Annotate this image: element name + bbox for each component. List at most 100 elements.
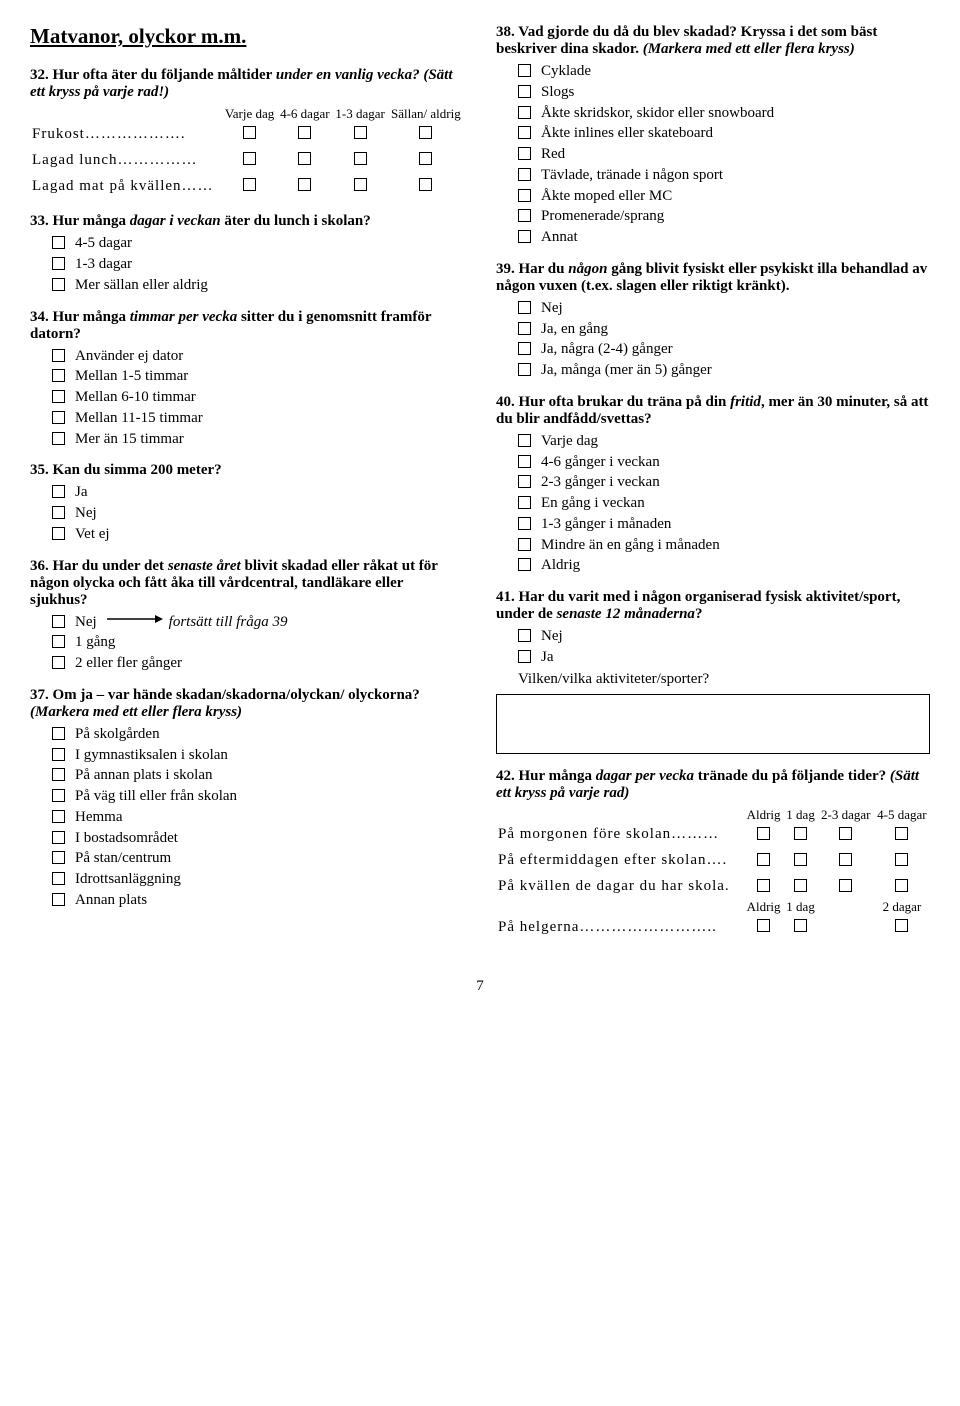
checkbox[interactable] xyxy=(52,727,65,740)
checkbox[interactable] xyxy=(518,168,531,181)
checkbox[interactable] xyxy=(518,538,531,551)
opt-label: Aldrig xyxy=(541,556,580,575)
checkbox[interactable] xyxy=(895,879,908,892)
checkbox[interactable] xyxy=(419,126,432,139)
list-item: På väg till eller från skolan xyxy=(52,787,464,806)
checkbox[interactable] xyxy=(518,496,531,509)
checkbox[interactable] xyxy=(518,209,531,222)
checkbox[interactable] xyxy=(52,390,65,403)
q32-h3: Sällan/ aldrig xyxy=(388,107,464,121)
checkbox[interactable] xyxy=(52,768,65,781)
checkbox[interactable] xyxy=(839,879,852,892)
opt-label: Mer än 15 timmar xyxy=(75,430,184,449)
list-item: I bostadsområdet xyxy=(52,829,464,848)
checkbox[interactable] xyxy=(895,827,908,840)
checkbox[interactable] xyxy=(839,853,852,866)
list-item: Åkte moped eller MC xyxy=(518,187,930,206)
checkbox[interactable] xyxy=(354,178,367,191)
checkbox[interactable] xyxy=(243,178,256,191)
checkbox[interactable] xyxy=(839,827,852,840)
q32-h1: 4-6 dagar xyxy=(277,107,332,121)
checkbox[interactable] xyxy=(419,152,432,165)
checkbox[interactable] xyxy=(757,827,770,840)
checkbox[interactable] xyxy=(518,106,531,119)
checkbox[interactable] xyxy=(518,189,531,202)
checkbox[interactable] xyxy=(895,919,908,932)
checkbox[interactable] xyxy=(794,879,807,892)
opt-label: Mindre än en gång i månaden xyxy=(541,536,720,555)
question-34-text: 34. Hur många timmar per vecka sitter du… xyxy=(30,309,464,343)
checkbox[interactable] xyxy=(518,126,531,139)
checkbox[interactable] xyxy=(243,152,256,165)
q40-opts: Varje dag 4-6 gånger i veckan 2-3 gånger… xyxy=(496,432,930,575)
checkbox[interactable] xyxy=(518,629,531,642)
checkbox[interactable] xyxy=(52,810,65,823)
opt-label: På annan plats i skolan xyxy=(75,766,212,785)
checkbox[interactable] xyxy=(518,650,531,663)
q42-r1: På eftermiddagen efter skolan…. xyxy=(496,848,744,874)
checkbox[interactable] xyxy=(354,126,367,139)
checkbox[interactable] xyxy=(52,278,65,291)
checkbox[interactable] xyxy=(52,893,65,906)
checkbox[interactable] xyxy=(757,879,770,892)
checkbox[interactable] xyxy=(52,527,65,540)
checkbox[interactable] xyxy=(52,349,65,362)
checkbox[interactable] xyxy=(895,853,908,866)
checkbox[interactable] xyxy=(518,230,531,243)
checkbox[interactable] xyxy=(52,851,65,864)
checkbox[interactable] xyxy=(518,517,531,530)
q32-r2: Lagad mat på kvällen…… xyxy=(30,173,222,199)
checkbox[interactable] xyxy=(757,919,770,932)
list-item: Annan plats xyxy=(52,891,464,910)
question-33: 33. Hur många dagar i veckan äter du lun… xyxy=(30,213,464,294)
question-37-text: 37. Om ja – var hände skadan/skadorna/ol… xyxy=(30,687,464,721)
checkbox[interactable] xyxy=(518,64,531,77)
checkbox[interactable] xyxy=(419,178,432,191)
checkbox[interactable] xyxy=(52,635,65,648)
checkbox[interactable] xyxy=(518,434,531,447)
list-item: 1 gång xyxy=(52,633,464,652)
checkbox[interactable] xyxy=(518,147,531,160)
checkbox[interactable] xyxy=(243,126,256,139)
q41-textbox[interactable] xyxy=(496,694,930,754)
checkbox[interactable] xyxy=(52,236,65,249)
q39-num: 39. xyxy=(496,261,515,277)
checkbox[interactable] xyxy=(52,872,65,885)
checkbox[interactable] xyxy=(518,342,531,355)
checkbox[interactable] xyxy=(757,853,770,866)
q35-num: 35. xyxy=(30,462,49,478)
checkbox[interactable] xyxy=(52,257,65,270)
q32-num: 32. xyxy=(30,67,49,83)
list-item: Åkte skridskor, skidor eller snowboard xyxy=(518,104,930,123)
checkbox[interactable] xyxy=(52,789,65,802)
checkbox[interactable] xyxy=(52,506,65,519)
checkbox[interactable] xyxy=(518,455,531,468)
list-item: Varje dag xyxy=(518,432,930,451)
checkbox[interactable] xyxy=(52,615,65,628)
checkbox[interactable] xyxy=(518,558,531,571)
checkbox[interactable] xyxy=(518,475,531,488)
checkbox[interactable] xyxy=(794,853,807,866)
checkbox[interactable] xyxy=(52,369,65,382)
checkbox[interactable] xyxy=(298,178,311,191)
list-item: Använder ej dator xyxy=(52,347,464,366)
checkbox[interactable] xyxy=(52,411,65,424)
checkbox[interactable] xyxy=(52,656,65,669)
checkbox[interactable] xyxy=(518,301,531,314)
checkbox[interactable] xyxy=(52,748,65,761)
checkbox[interactable] xyxy=(518,85,531,98)
checkbox[interactable] xyxy=(298,152,311,165)
list-item: Slogs xyxy=(518,83,930,102)
checkbox[interactable] xyxy=(52,831,65,844)
checkbox[interactable] xyxy=(518,322,531,335)
list-item: Mindre än en gång i månaden xyxy=(518,536,930,555)
checkbox[interactable] xyxy=(518,363,531,376)
q37-num: 37. xyxy=(30,687,49,703)
checkbox[interactable] xyxy=(794,827,807,840)
checkbox[interactable] xyxy=(52,432,65,445)
checkbox[interactable] xyxy=(52,485,65,498)
checkbox[interactable] xyxy=(298,126,311,139)
page: Matvanor, olyckor m.m. 32. Hur ofta äter… xyxy=(0,0,960,1007)
checkbox[interactable] xyxy=(354,152,367,165)
checkbox[interactable] xyxy=(794,919,807,932)
